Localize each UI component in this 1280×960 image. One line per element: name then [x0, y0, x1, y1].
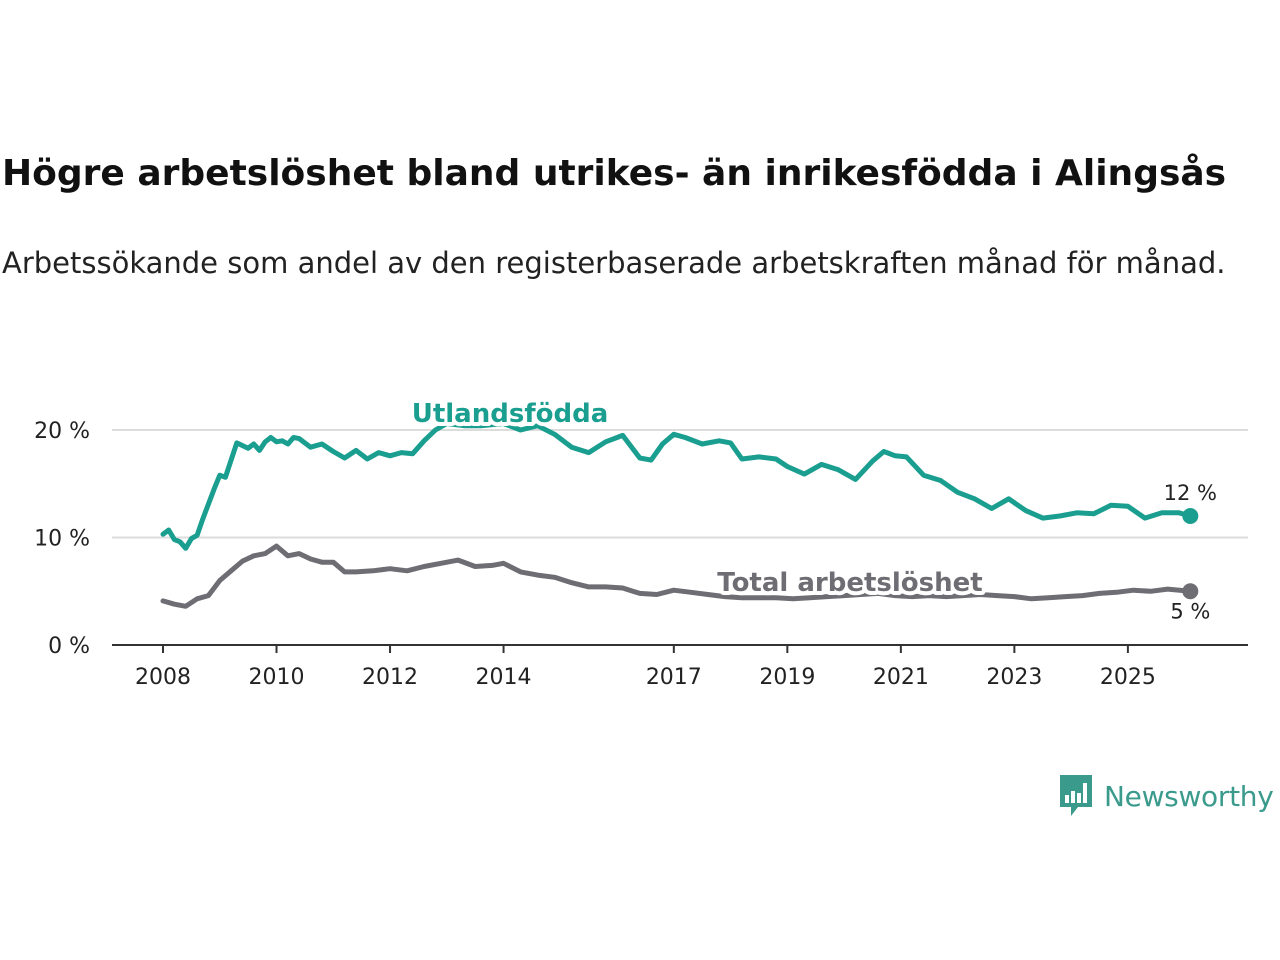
x-tick-label: 2010	[249, 665, 305, 690]
series-layer	[160, 421, 1199, 609]
x-tick-label: 2019	[759, 665, 815, 690]
y-tick-label: 20 %	[34, 419, 90, 444]
series-label-total: Total arbetslöshet	[717, 568, 982, 598]
grid-layer	[112, 429, 1248, 539]
bar-chart-speech-bubble-icon	[1060, 775, 1092, 816]
end-label-utlandsfodda: 12 %	[1164, 481, 1217, 505]
end-marker-utlandsfodda	[1182, 508, 1199, 524]
x-tick-label: 2014	[476, 665, 532, 690]
x-tick-label: 2025	[1100, 665, 1156, 690]
x-tick-label: 2012	[362, 665, 418, 690]
x-tick-label: 2017	[646, 665, 702, 690]
axis-layer: 0 % 10 % 20 % 2008 2010 2012 2014 2017 2019 2021 2…	[34, 419, 1248, 690]
x-tick-label: 2021	[873, 665, 929, 690]
series-line-total	[160, 543, 1193, 609]
chart-title: Högre arbetslöshet bland utrikes- än inr…	[2, 153, 1227, 194]
line-chart: 0 % 10 % 20 % 2008 2010 2012 2014 2017 2019 2021 2…	[34, 395, 1248, 690]
logo-text: Newsworthy	[1104, 779, 1274, 813]
chart-subtitle: Arbetssökande som andel av den registerb…	[2, 246, 1226, 280]
x-tick-label: 2023	[986, 665, 1042, 690]
series-label-halo: Utlandsfödda	[412, 399, 609, 429]
y-tick-label: 10 %	[34, 527, 90, 552]
series-line-utlandsfodda	[160, 421, 1193, 551]
series-label-halo: Total arbetslöshet	[717, 568, 982, 598]
x-tick-label: 2008	[135, 665, 191, 690]
y-tick-label: 0 %	[48, 634, 90, 659]
end-marker-total	[1182, 583, 1199, 600]
series-label-utlandsfodda: Utlandsfödda	[412, 399, 609, 429]
end-label-total: 5 %	[1170, 599, 1210, 623]
newsworthy-logo: Newsworthy	[1058, 772, 1274, 820]
